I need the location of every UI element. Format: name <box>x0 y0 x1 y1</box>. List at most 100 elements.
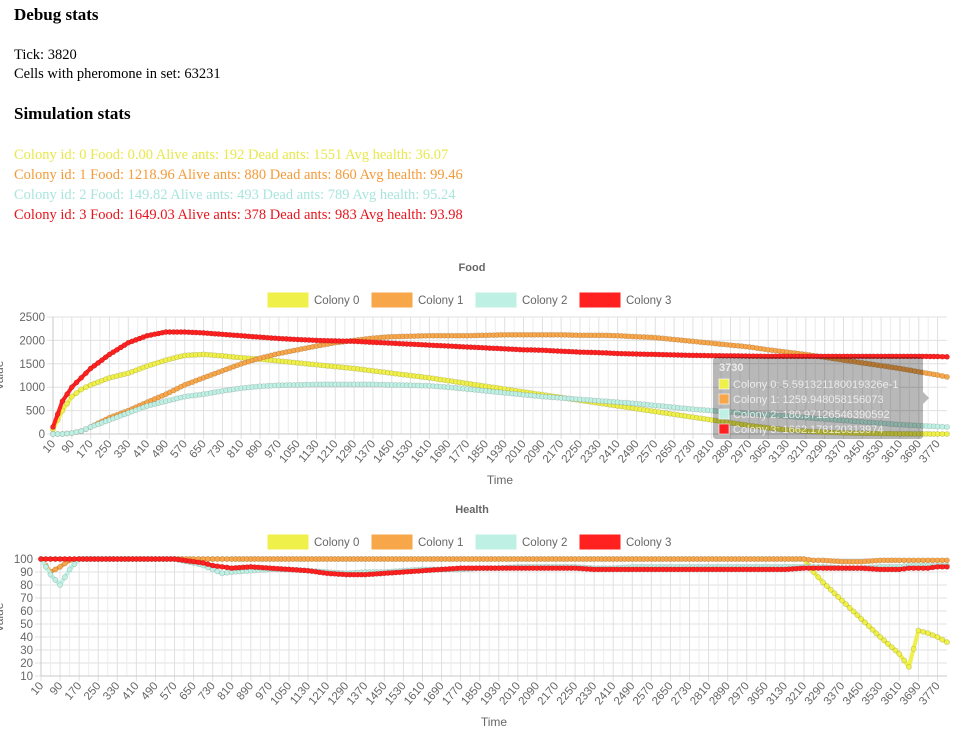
series-points-colony-3 <box>50 329 950 430</box>
data-point <box>209 562 216 569</box>
tooltip-line: Colony 3: 1662.178120313974 <box>733 424 883 436</box>
data-point <box>915 565 922 571</box>
data-point <box>944 563 950 570</box>
x-tick-label: 810 <box>225 438 247 460</box>
data-point <box>68 393 75 400</box>
legend-item-0[interactable]: Colony 0 <box>267 292 359 308</box>
data-point <box>888 644 895 650</box>
data-point <box>865 623 872 630</box>
x-tick-label: 490 <box>139 680 161 702</box>
data-point <box>896 566 903 573</box>
data-point <box>47 556 54 562</box>
x-tick-label: 650 <box>187 438 209 460</box>
legend-label: Colony 0 <box>314 537 359 549</box>
x-tick-label: 330 <box>112 438 134 460</box>
legend-item-0[interactable]: Colony 0 <box>267 534 359 550</box>
legend-item-2[interactable]: Colony 2 <box>475 292 567 308</box>
data-point <box>99 357 105 363</box>
data-point <box>190 558 197 565</box>
x-axis-title: Time <box>487 473 514 487</box>
data-point <box>925 557 931 564</box>
data-point <box>114 346 120 353</box>
data-point <box>939 636 946 643</box>
data-point <box>934 372 941 378</box>
data-point <box>929 557 936 564</box>
colony-stat-3: Colony id: 3 Food: 1649.03 Alive ants: 3… <box>14 207 463 223</box>
data-point <box>83 384 89 391</box>
data-point <box>805 565 812 571</box>
x-tick-label: 1050 <box>277 438 303 465</box>
data-point <box>66 566 73 573</box>
x-tick-label: 3130 <box>765 680 791 707</box>
food-chart[interactable]: Food Colony 0 Colony 1 Colony 2 Colony 3 0 500… <box>0 255 954 487</box>
x-tick-label: 570 <box>169 438 191 460</box>
data-point <box>910 645 917 652</box>
data-point <box>910 557 917 564</box>
data-point <box>944 353 950 360</box>
legend-item-1[interactable]: Colony 1 <box>371 534 463 550</box>
x-tick-label: 1210 <box>307 680 333 707</box>
data-point <box>52 576 59 583</box>
legend-label: Colony 3 <box>626 537 671 549</box>
data-point <box>843 601 849 608</box>
data-point <box>920 628 927 635</box>
data-point <box>73 390 80 396</box>
tooltip-swatch <box>718 408 730 420</box>
data-point <box>801 556 807 562</box>
x-tick-label: 2890 <box>707 680 733 707</box>
data-point <box>906 663 912 670</box>
chart-title: Health <box>455 504 489 516</box>
x-tick-label: 3210 <box>784 680 810 707</box>
legend-swatch <box>371 534 413 550</box>
x-tick-label: 170 <box>63 680 85 702</box>
x-tick-label: 1290 <box>326 680 352 707</box>
data-point <box>224 564 230 571</box>
legend-item-1[interactable]: Colony 1 <box>371 292 463 308</box>
x-tick-label: 2410 <box>593 680 619 707</box>
data-point <box>925 565 931 571</box>
chart-title: Food <box>459 262 486 274</box>
legend-swatch <box>267 292 309 308</box>
data-point <box>892 647 899 654</box>
data-point <box>64 400 70 407</box>
data-point <box>61 556 68 562</box>
simulation-stats-heading: Simulation stats <box>14 104 131 123</box>
x-tick-label: 3770 <box>917 680 943 707</box>
data-point <box>854 612 861 619</box>
legend-item-3[interactable]: Colony 3 <box>579 292 671 308</box>
data-point <box>846 605 853 611</box>
data-point <box>59 431 66 437</box>
legend-swatch <box>475 534 517 550</box>
data-point <box>214 563 221 570</box>
x-tick-label: 1530 <box>383 680 409 707</box>
legend-item-2[interactable]: Colony 2 <box>475 534 567 550</box>
tooltip-swatch <box>718 378 730 390</box>
data-point <box>71 561 78 568</box>
x-tick-label: 1850 <box>459 680 485 707</box>
data-point <box>59 398 66 405</box>
x-tick-label: 890 <box>235 680 257 702</box>
y-axis-title: Value <box>0 602 6 632</box>
data-point <box>204 561 211 568</box>
data-point <box>929 632 936 638</box>
data-point <box>73 429 80 435</box>
data-point <box>102 354 109 361</box>
data-point <box>61 574 68 581</box>
data-point <box>57 563 63 570</box>
tick-text: Tick: 3820 <box>14 47 77 63</box>
series-points-colony-1 <box>50 331 950 437</box>
health-chart[interactable]: Health Colony 0 Colony 1 Colony 2 Colony 3 10… <box>0 497 954 737</box>
data-point <box>939 563 946 570</box>
x-tick-label: 2570 <box>631 680 657 707</box>
data-point <box>869 626 876 633</box>
data-point <box>944 639 950 646</box>
x-tick-label: 3610 <box>879 680 905 707</box>
data-point <box>42 563 49 570</box>
colony-stat-0: Colony id: 0 Food: 0.00 Alive ants: 192 … <box>14 147 449 163</box>
data-point <box>915 557 922 564</box>
x-tick-label: 3690 <box>898 680 924 707</box>
x-tick-label: 410 <box>131 438 153 460</box>
y-tick-label: 500 <box>26 406 45 418</box>
data-point <box>823 583 830 589</box>
legend-item-3[interactable]: Colony 3 <box>579 534 671 550</box>
